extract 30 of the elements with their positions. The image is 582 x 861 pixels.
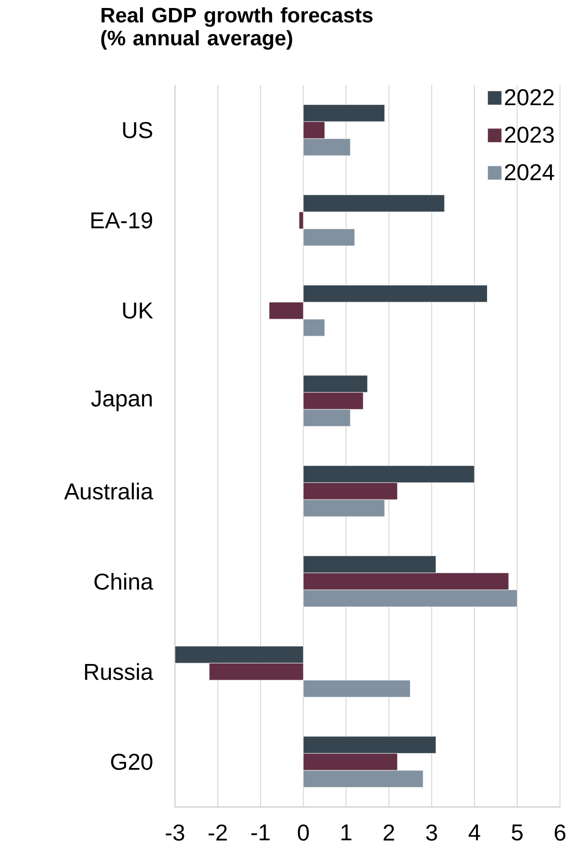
- x-tick-label: -3: [166, 824, 184, 841]
- chart-title: Real GDP growth forecasts (% annual average): [101, 7, 373, 50]
- legend-label: 2022: [504, 89, 554, 106]
- legend-label: 2023: [504, 126, 554, 143]
- x-tick-label: -2: [208, 824, 227, 841]
- x-tick-label: 6: [554, 824, 566, 841]
- legend-label: 2024: [504, 164, 554, 180]
- bar: [303, 736, 436, 754]
- y-tick-label: Russia: [85, 663, 154, 680]
- bar: [303, 104, 385, 122]
- y-tick-label: US: [123, 122, 152, 138]
- bar: [303, 284, 488, 302]
- y-tick-label: EA-19: [91, 212, 152, 228]
- x-tick-label: 4: [468, 824, 480, 840]
- bar: [303, 375, 368, 393]
- x-tick-label: 2: [384, 824, 394, 841]
- x-tick-label: -1: [251, 824, 270, 840]
- bar: [175, 646, 304, 664]
- y-tick-label: China: [94, 572, 154, 590]
- bar: [303, 465, 475, 483]
- bar: [303, 556, 436, 574]
- x-tick-label: 0: [298, 824, 309, 841]
- y-tick-label: G20: [111, 754, 152, 770]
- x-tick-label: 3: [426, 824, 438, 841]
- y-tick-label: Australia: [64, 482, 154, 500]
- bar: [303, 194, 445, 212]
- y-tick-label: Japan: [91, 390, 152, 412]
- x-tick-label: 5: [512, 824, 523, 841]
- x-tick-label: 1: [341, 824, 352, 840]
- y-tick-label: UK: [123, 302, 153, 319]
